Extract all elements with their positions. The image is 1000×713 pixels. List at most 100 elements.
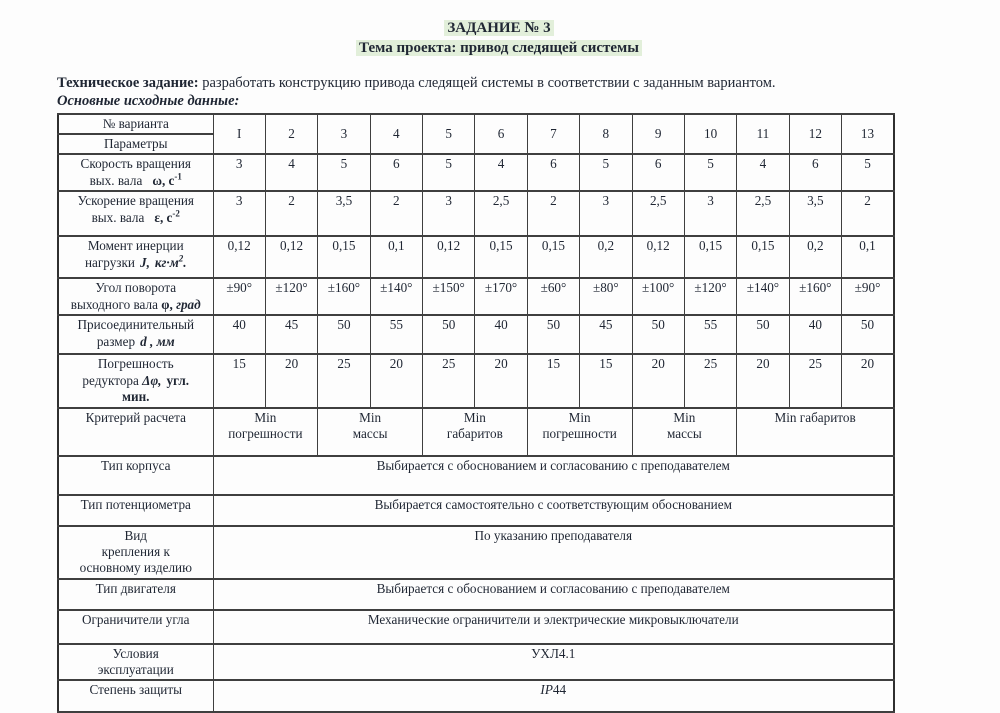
row-value: По указанию преподавателя <box>212 524 895 580</box>
row-value: Выбирается с обоснованием и согласованию… <box>212 577 895 611</box>
table-cell: ±160° <box>788 277 843 316</box>
table-cell: 6 <box>788 153 843 192</box>
page-subtitle: Тема проекта: привод следящей системы <box>57 38 941 58</box>
tech-task-label: Техническое задание: <box>57 75 199 91</box>
table-cell: 40 <box>788 314 843 355</box>
table-cell: ±140° <box>736 277 790 316</box>
table-cell: 0,15 <box>317 235 371 279</box>
table-cell: 55 <box>369 314 424 355</box>
row-label: Тип двигателя <box>57 577 214 611</box>
params-header-label: Параметры <box>57 133 214 155</box>
table-cell: 5 <box>317 153 371 192</box>
table-cell: 0,1 <box>369 235 424 279</box>
table-row-error: Погрешность редуктора Δφ, угл. мин. 15 20 2… <box>57 353 895 409</box>
table-row-criteria: Критерий расчета Min погрешности Min массы… <box>57 406 895 457</box>
table-cell: 2 <box>841 190 895 237</box>
table-cell: 10 <box>683 113 738 155</box>
variants-table: № варианта I 2 3 4 5 6 7 8 9 10 11 12 13 Параметры С… <box>57 113 895 713</box>
criteria-cell: Min массы <box>317 406 423 457</box>
row-value: Выбирается с обоснованием и согласованию… <box>212 454 895 496</box>
table-cell: 0,1 <box>841 235 895 279</box>
row-value: Механические ограничители и электрически… <box>212 608 895 645</box>
table-row-size: Присоединительный размер d , мм 40 45 50 55 5… <box>57 314 895 355</box>
table-cell: 2 <box>526 190 581 237</box>
table-cell: 20 <box>474 353 528 409</box>
table-cell: ±80° <box>579 277 633 316</box>
table-cell: 50 <box>421 314 476 355</box>
table-row-potentiometer-type: Тип потенциометра Выбирается самостоятел… <box>57 493 895 527</box>
table-cell: 50 <box>526 314 581 355</box>
table-cell: 0,15 <box>474 235 528 279</box>
table-cell: 5 <box>841 153 895 192</box>
table-cell: 6 <box>474 113 528 155</box>
table-cell: 40 <box>474 314 528 355</box>
row-label: Условия эксплуатации <box>57 642 214 681</box>
table-cell: 3 <box>421 190 476 237</box>
tech-task-text: разработать конструкцию привода следящей… <box>198 75 776 91</box>
table-cell: ±150° <box>421 277 476 316</box>
table-cell: 2 <box>264 190 319 237</box>
table-cell: ±140° <box>369 277 424 316</box>
table-cell: 0,15 <box>526 235 581 279</box>
table-row-protection-degree: Степень защиты IP44 <box>57 678 895 713</box>
table-cell: 0,12 <box>421 235 476 279</box>
table-cell: ±100° <box>631 277 685 316</box>
table-cell: 0,12 <box>264 235 319 279</box>
table-cell: 45 <box>264 314 319 355</box>
table-cell: ±170° <box>474 277 528 316</box>
table-cell: 5 <box>579 153 633 192</box>
page-title-text: ЗАДАНИЕ № 3 <box>444 20 554 36</box>
table-cell: 15 <box>579 353 633 409</box>
row-label: Степень защиты <box>57 678 214 713</box>
table-cell: 0,2 <box>579 235 633 279</box>
criteria-cell: Min погрешности <box>212 406 319 457</box>
table-row-housing-type: Тип корпуса Выбирается с обоснованием и … <box>57 454 895 496</box>
table-row-mounting-type: Вид крепления к основному изделию По ука… <box>57 524 895 580</box>
table-cell: 6 <box>369 153 424 192</box>
tech-task-paragraph: Техническое задание: разработать констру… <box>57 74 941 92</box>
table-cell: 45 <box>579 314 633 355</box>
table-cell: 0,12 <box>212 235 266 279</box>
page-subtitle-text: Тема проекта: привод следящей системы <box>356 40 642 56</box>
table-cell: 6 <box>631 153 685 192</box>
table-cell: I <box>212 113 266 155</box>
criteria-cell: Min погрешности <box>526 406 633 457</box>
table-row-motor-type: Тип двигателя Выбирается с обоснованием … <box>57 577 895 611</box>
table-cell: 0,12 <box>631 235 685 279</box>
row-label-criteria: Критерий расчета <box>57 406 214 457</box>
row-label-inertia: Момент инерции нагрузки J, кг·м2. <box>57 235 214 279</box>
table-cell: 50 <box>841 314 895 355</box>
table-cell: 9 <box>631 113 685 155</box>
table-row-angle-limiters: Ограничители угла Механические ограничит… <box>57 608 895 645</box>
table-row-acceleration: Ускорение вращения вых. вала ε, с-2 3 2 3,5… <box>57 190 895 237</box>
table-cell: 0,15 <box>736 235 790 279</box>
table-cell: ±90° <box>212 277 266 316</box>
table-cell: 25 <box>683 353 738 409</box>
table-cell: 4 <box>474 153 528 192</box>
table-cell: 3 <box>212 190 266 237</box>
table-cell: 20 <box>264 353 319 409</box>
table-cell: 20 <box>736 353 790 409</box>
table-cell: 3,5 <box>788 190 843 237</box>
table-cell: ±120° <box>264 277 319 316</box>
table-cell: 12 <box>788 113 843 155</box>
table-cell: 40 <box>212 314 266 355</box>
row-label-speed: Скорость вращения вых. вала ω, с-1 <box>57 153 214 192</box>
table-cell: 2,5 <box>631 190 685 237</box>
row-label-error: Погрешность редуктора Δφ, угл. мин. <box>57 353 214 409</box>
table-cell: 3 <box>579 190 633 237</box>
criteria-cell: Min габаритов <box>422 406 528 457</box>
table-cell: 3,5 <box>317 190 371 237</box>
table-row-variant-header: № варианта I 2 3 4 5 6 7 8 9 10 11 12 13 <box>57 113 895 155</box>
table-cell: 15 <box>526 353 581 409</box>
table-cell: ±90° <box>841 277 895 316</box>
table-cell: 2,5 <box>474 190 528 237</box>
table-cell: 7 <box>526 113 581 155</box>
row-label-acceleration: Ускорение вращения вых. вала ε, с-2 <box>57 190 214 237</box>
table-cell: 13 <box>841 113 895 155</box>
row-label: Тип корпуса <box>57 454 214 496</box>
table-cell: 25 <box>317 353 371 409</box>
table-cell: 3 <box>212 153 266 192</box>
row-label: Тип потенциометра <box>57 493 214 527</box>
